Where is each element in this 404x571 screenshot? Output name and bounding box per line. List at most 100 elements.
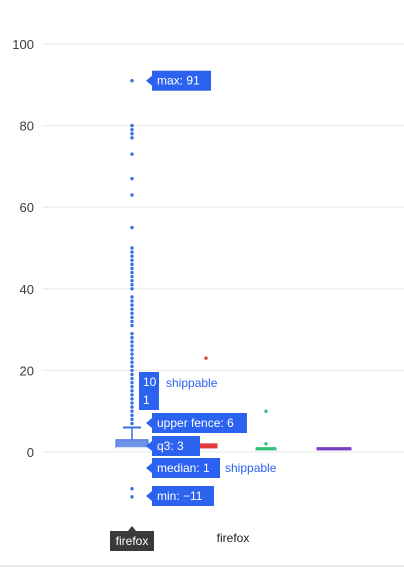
y-axis: 0 20 40 60 80 100	[12, 37, 34, 460]
outlier-point[interactable]	[130, 193, 134, 197]
outlier-point[interactable]	[130, 315, 134, 320]
tooltip-max-text: max: 91	[157, 74, 200, 88]
tooltip-q3-bg	[152, 436, 200, 456]
outlier-point[interactable]	[130, 340, 134, 344]
outlier-point[interactable]	[130, 348, 134, 352]
outlier-point[interactable]	[130, 79, 134, 83]
tooltip-median-bg	[152, 458, 220, 478]
y-tick-label: 60	[20, 200, 34, 215]
outlier-point[interactable]	[130, 368, 134, 373]
hover-category-arrow	[128, 526, 136, 531]
hover-category-badge[interactable]: firefox	[110, 526, 154, 551]
outlier-point[interactable]	[204, 356, 208, 360]
outlier-point[interactable]	[130, 225, 134, 230]
outlier-point[interactable]	[130, 487, 134, 491]
tooltip-min: min: −11	[146, 486, 214, 506]
outlier-point[interactable]	[130, 283, 134, 287]
outlier-point[interactable]	[130, 132, 134, 136]
outlier-point[interactable]	[130, 405, 134, 409]
tooltip-count-side-label: shippable	[166, 376, 218, 390]
y-tick-label: 40	[20, 282, 34, 297]
outlier-point[interactable]	[130, 372, 134, 377]
outlier-point[interactable]	[130, 254, 134, 258]
tooltip-count-line2: 1	[143, 393, 150, 407]
tooltip-max: max: 91	[146, 70, 211, 91]
outlier-point[interactable]	[130, 299, 134, 303]
outlier-point[interactable]	[130, 495, 134, 499]
outlier-point[interactable]	[130, 409, 134, 413]
outlier-point[interactable]	[130, 127, 134, 132]
outlier-point[interactable]	[130, 152, 134, 156]
box-rect[interactable]	[115, 439, 149, 449]
tooltip-median-arrow	[146, 463, 152, 473]
box-series-2[interactable]	[255, 409, 277, 451]
outlier-point[interactable]	[130, 376, 134, 381]
outlier-point[interactable]	[130, 417, 134, 422]
outlier-point[interactable]	[130, 303, 134, 307]
tooltip-median: median: 1	[146, 458, 220, 478]
outlier-point[interactable]	[130, 401, 134, 405]
tooltip-q3-text: q3: 3	[157, 439, 184, 453]
outlier-point[interactable]	[130, 323, 134, 328]
outlier-point[interactable]	[264, 409, 268, 413]
gridlines	[42, 43, 404, 453]
y-tick-label: 20	[20, 363, 34, 378]
tooltip-upper-fence-arrow	[146, 418, 152, 428]
outlier-point[interactable]	[130, 393, 134, 397]
outlier-point[interactable]	[130, 311, 134, 315]
outlier-point[interactable]	[130, 397, 134, 401]
outlier-point[interactable]	[130, 356, 134, 360]
outlier-point[interactable]	[130, 246, 134, 250]
outlier-point[interactable]	[130, 270, 134, 275]
outlier-point[interactable]	[130, 352, 134, 356]
outlier-point[interactable]	[130, 307, 134, 311]
y-tick-label: 80	[20, 119, 34, 134]
x-category-label: firefox	[217, 531, 250, 545]
outlier-point[interactable]	[130, 319, 134, 324]
outlier-point[interactable]	[130, 295, 134, 299]
outlier-point[interactable]	[130, 385, 134, 389]
tooltip-upper-fence: upper fence: 6	[146, 413, 247, 433]
outlier-point[interactable]	[130, 336, 134, 340]
outlier-point[interactable]	[130, 413, 134, 417]
outlier-point[interactable]	[130, 364, 134, 369]
tooltip-q3: q3: 3	[146, 436, 200, 456]
outlier-point[interactable]	[130, 274, 134, 279]
tooltip-min-arrow	[146, 491, 152, 501]
tooltip-q3-arrow	[146, 441, 152, 451]
outlier-point[interactable]	[130, 360, 134, 364]
tooltip-max-bg	[152, 70, 211, 91]
tooltip-upper-fence-text: upper fence: 6	[157, 416, 234, 430]
outlier-point[interactable]	[130, 331, 134, 336]
tooltip-median-side-label: shippable	[225, 461, 277, 475]
outlier-point[interactable]	[130, 176, 134, 181]
tooltip-max-arrow	[146, 75, 152, 86]
outlier-point[interactable]	[130, 278, 134, 283]
x-axis-categories: firefox firefox	[110, 526, 249, 551]
box-series-3[interactable]	[316, 447, 352, 451]
y-tick-label: 100	[12, 37, 34, 52]
outlier-point[interactable]	[130, 380, 134, 385]
tooltip-count: 101	[139, 372, 159, 410]
outlier-point[interactable]	[264, 442, 268, 446]
tooltip-min-text: min: −11	[157, 489, 203, 503]
outlier-point[interactable]	[130, 250, 134, 254]
tooltip-count-line1: 10	[143, 375, 157, 389]
outlier-point[interactable]	[130, 136, 134, 140]
box-series-0[interactable]	[115, 79, 149, 499]
hover-tooltips: max: 91 upper fence: 6 q3: 3 median: 1 min: …	[139, 70, 277, 506]
hover-category-text: firefox	[116, 534, 149, 548]
outlier-point[interactable]	[130, 389, 134, 393]
box-series[interactable]	[115, 79, 352, 499]
outlier-point[interactable]	[130, 266, 134, 271]
tooltip-upper-fence-bg	[152, 413, 247, 433]
outlier-point[interactable]	[130, 123, 134, 128]
tooltip-min-bg	[152, 486, 214, 506]
outlier-point[interactable]	[130, 344, 134, 348]
outlier-point[interactable]	[130, 421, 134, 426]
outlier-point[interactable]	[130, 258, 134, 262]
outlier-point[interactable]	[130, 262, 134, 267]
outlier-point[interactable]	[130, 287, 134, 291]
y-tick-label: 0	[27, 445, 34, 460]
